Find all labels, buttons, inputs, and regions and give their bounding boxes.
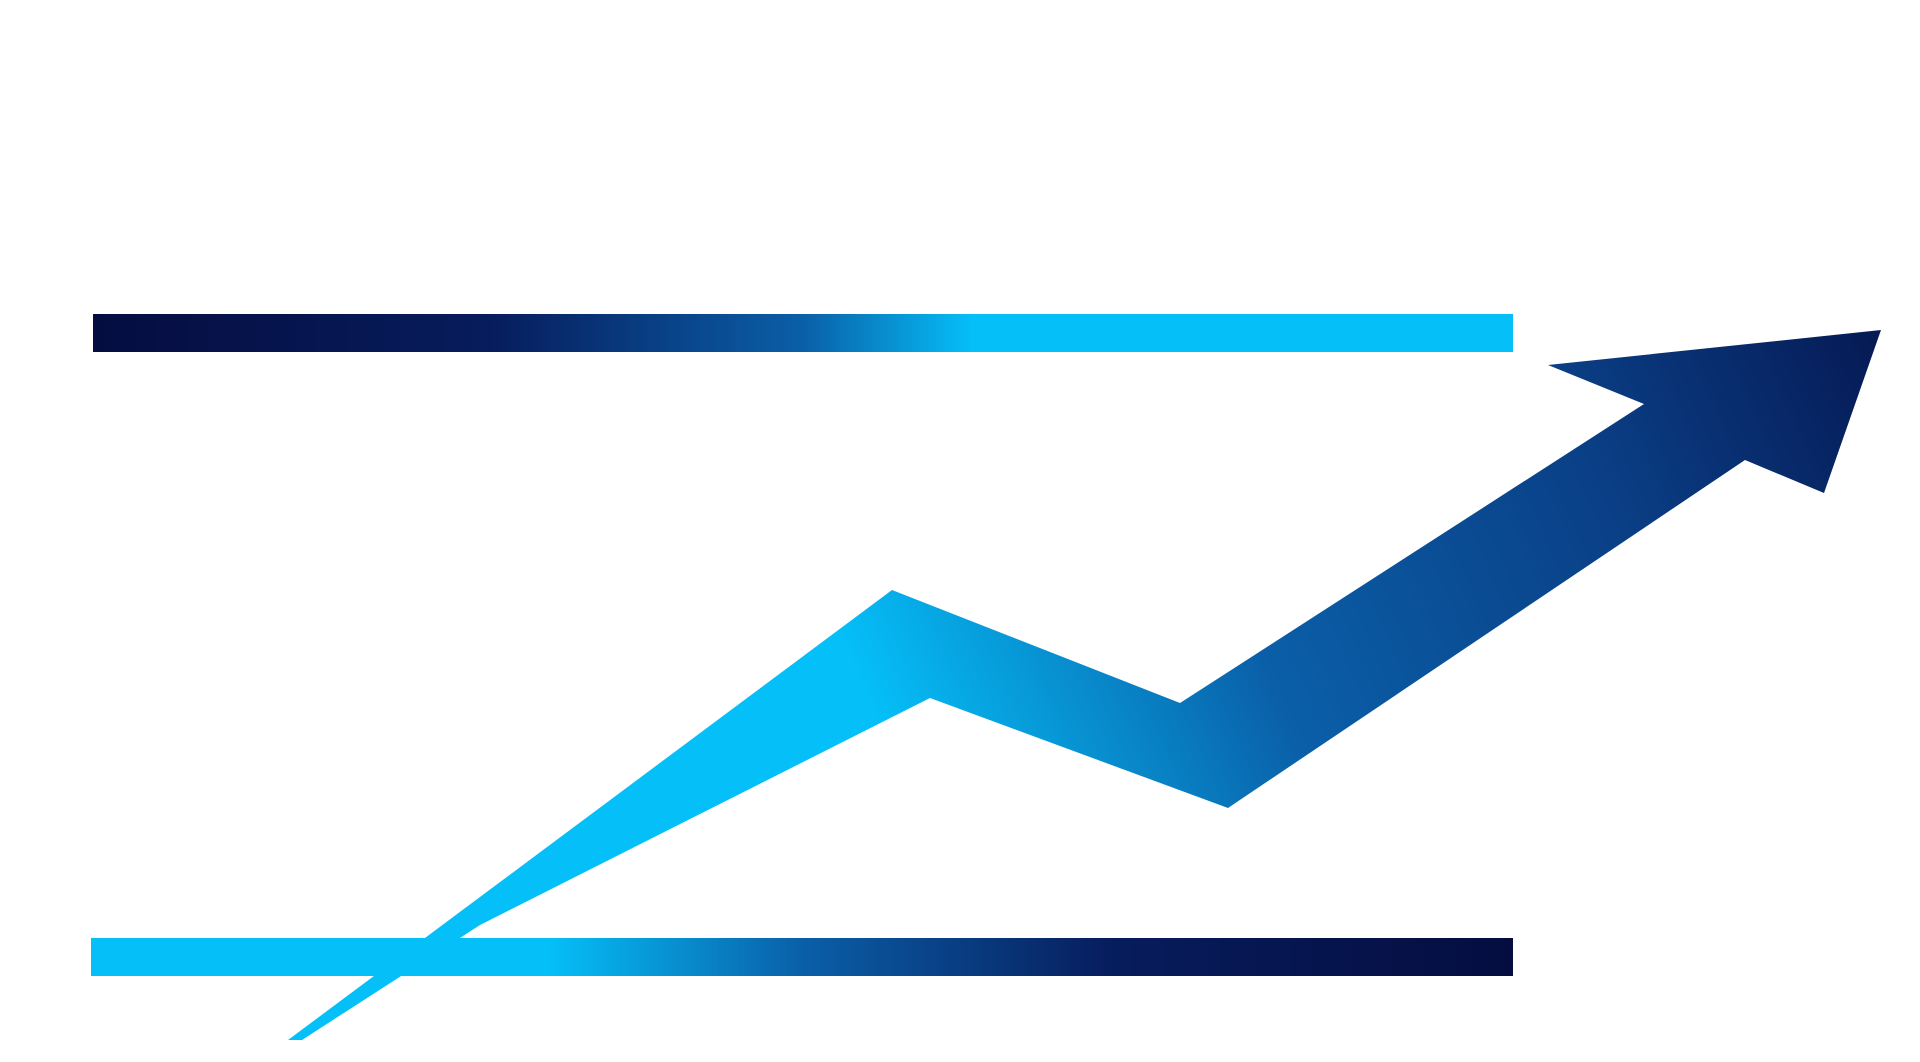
trend-arrow-icon (288, 330, 1881, 1040)
bottom-bar (91, 938, 1513, 976)
top-bar (93, 314, 1513, 352)
